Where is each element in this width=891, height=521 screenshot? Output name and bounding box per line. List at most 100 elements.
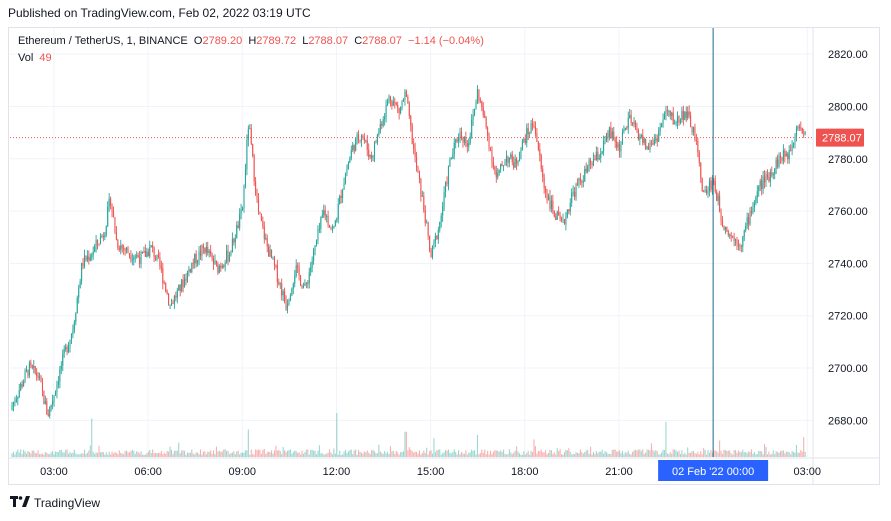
volume-bar bbox=[137, 451, 139, 457]
candle-body bbox=[242, 207, 244, 210]
x-tick-label: 06:00 bbox=[134, 466, 162, 478]
volume-bar bbox=[764, 443, 766, 457]
volume-bar bbox=[362, 453, 364, 457]
candle-body bbox=[253, 155, 255, 182]
candle-body bbox=[748, 217, 750, 225]
candle-body bbox=[701, 178, 703, 192]
volume-bar bbox=[452, 451, 454, 457]
candle-body bbox=[546, 191, 548, 200]
candle-body bbox=[246, 139, 248, 170]
candle-body bbox=[369, 154, 371, 157]
volume-value: 49 bbox=[39, 52, 52, 64]
candle-body bbox=[371, 154, 373, 159]
volume-bar bbox=[79, 454, 81, 457]
candle-body bbox=[260, 214, 262, 222]
candle-body bbox=[640, 134, 642, 137]
candle-body bbox=[666, 110, 668, 112]
volume-bar bbox=[28, 452, 30, 457]
candle-body bbox=[429, 235, 431, 250]
volume-bar bbox=[288, 450, 290, 457]
x-tick-label: 15:00 bbox=[417, 466, 445, 478]
candle-body bbox=[162, 268, 164, 283]
volume-bar bbox=[236, 451, 238, 457]
volume-bar bbox=[585, 450, 587, 457]
volume-bar bbox=[523, 451, 525, 457]
volume-bar bbox=[284, 450, 286, 457]
candle-body bbox=[737, 244, 739, 247]
candle-body bbox=[749, 211, 751, 225]
volume-bar bbox=[253, 454, 255, 457]
volume-bar bbox=[128, 452, 130, 457]
volume-bar bbox=[465, 450, 467, 457]
candle-body bbox=[497, 173, 499, 178]
candle-body bbox=[131, 259, 133, 261]
volume-bar bbox=[43, 454, 45, 457]
candle-body bbox=[14, 401, 16, 403]
candle-body bbox=[655, 138, 657, 140]
volume-bar bbox=[627, 450, 629, 457]
candle-body bbox=[681, 110, 683, 120]
candle-body bbox=[530, 123, 532, 133]
volume-bar bbox=[587, 449, 589, 457]
volume-bar bbox=[331, 454, 333, 457]
candle-body bbox=[582, 181, 584, 183]
volume-bar bbox=[257, 449, 260, 457]
volume-bar bbox=[700, 451, 702, 457]
volume-bar bbox=[352, 454, 354, 457]
volume-bar bbox=[276, 450, 278, 457]
candle-body bbox=[188, 269, 190, 272]
volume-bar bbox=[658, 454, 660, 457]
volume-bar bbox=[517, 451, 519, 457]
tradingview-brand[interactable]: TradingView bbox=[10, 496, 100, 510]
volume-bar bbox=[34, 452, 36, 457]
candle-body bbox=[236, 225, 238, 239]
volume-bar bbox=[530, 450, 532, 457]
candle-body bbox=[601, 151, 603, 154]
candle-body bbox=[542, 168, 544, 178]
volume-bar bbox=[98, 445, 100, 457]
candle-body bbox=[504, 161, 506, 166]
candle-body bbox=[36, 372, 38, 376]
candle-body bbox=[466, 143, 468, 147]
candle-body bbox=[479, 99, 481, 101]
volume-bar bbox=[207, 451, 209, 457]
candle-body bbox=[279, 283, 281, 285]
candle-body bbox=[498, 169, 500, 174]
volume-bar bbox=[639, 449, 641, 457]
volume-bar bbox=[365, 452, 367, 457]
volume-bar bbox=[463, 453, 465, 457]
volume-bar bbox=[649, 450, 651, 457]
volume-bar bbox=[318, 445, 320, 457]
y-tick-label: 2740.00 bbox=[828, 258, 868, 270]
candle-body bbox=[534, 127, 536, 134]
volume-bar bbox=[445, 450, 447, 457]
volume-bar bbox=[549, 449, 551, 457]
volume-bar bbox=[208, 451, 210, 457]
volume-bar bbox=[721, 453, 724, 457]
candle-body bbox=[706, 189, 708, 194]
volume-bar bbox=[417, 453, 419, 457]
volume-bar bbox=[592, 451, 594, 457]
volume-bar bbox=[556, 448, 558, 457]
candle-body bbox=[450, 158, 452, 160]
candle-body bbox=[408, 103, 410, 116]
volume-legend: Vol 49 bbox=[18, 52, 52, 64]
volume-bar bbox=[665, 421, 667, 457]
volume-bar bbox=[720, 450, 722, 457]
volume-bar bbox=[37, 450, 39, 457]
candle-body bbox=[139, 257, 141, 264]
candle-body bbox=[491, 149, 493, 162]
candle-body bbox=[255, 181, 257, 195]
candle-body bbox=[663, 114, 666, 120]
candle-body bbox=[156, 254, 158, 260]
candle-body bbox=[726, 226, 728, 232]
grid-lines bbox=[10, 28, 812, 457]
volume-bar bbox=[372, 449, 374, 457]
candle-body bbox=[182, 279, 184, 288]
low-value: 2788.07 bbox=[308, 35, 349, 47]
candle-body bbox=[175, 296, 177, 298]
candles bbox=[11, 85, 806, 419]
candle-body bbox=[516, 158, 518, 164]
volume-bar bbox=[684, 452, 686, 457]
